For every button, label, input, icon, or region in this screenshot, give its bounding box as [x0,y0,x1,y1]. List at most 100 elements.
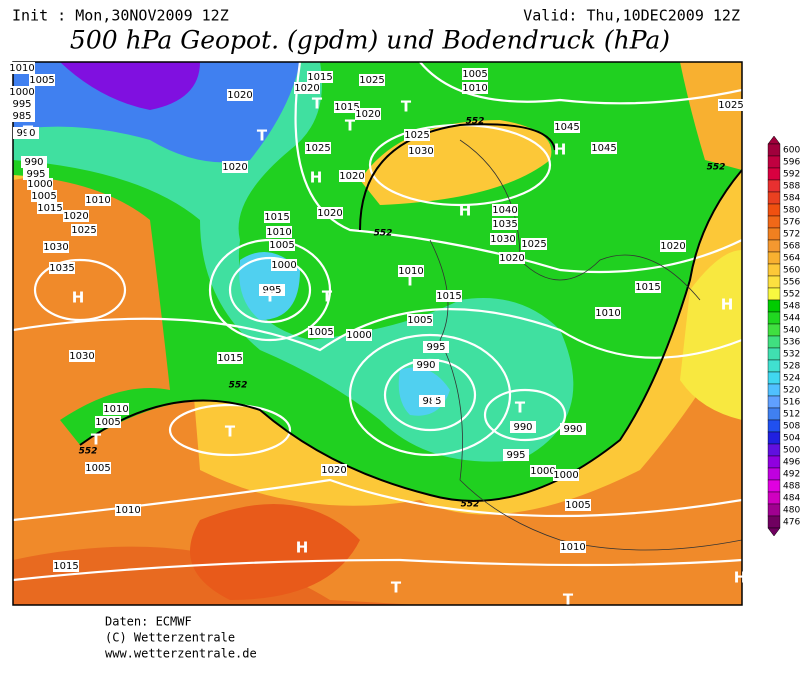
isobar-label: 1045 [554,122,579,133]
isobar-label: 1030 [408,146,433,157]
isobar-label: 1000 [346,330,371,341]
colorbar-swatch [767,275,781,289]
colorbar-swatch [767,227,781,241]
isobar-label-bg [398,265,424,277]
isobar-label: 990 [24,157,43,168]
map-frame [12,61,743,606]
isobar-label-bg [554,121,580,133]
isobar-label-bg [13,127,39,139]
colorbar-swatch [767,323,781,337]
isobar-label-bg [115,504,141,516]
map-field [13,62,742,605]
isobar-label: 1020 [63,211,88,222]
isobar-label: 995 [262,285,281,296]
isobar-label: 1045 [591,143,616,154]
colorbar-label: 492 [783,470,800,480]
colorbar-arrow [767,527,781,537]
pressure-center: T [563,591,574,609]
isobar-label: 1020 [294,83,319,94]
isobar-label-bg [307,71,333,83]
colorbar-label: 528 [783,362,800,372]
colorbar-swatch [767,371,781,385]
isobar-label: 1010 [103,404,128,415]
isobar-label: 1015 [307,72,332,83]
isobar-label: 985 [422,396,441,407]
contour-label: 552 [79,447,98,457]
colorbar-swatch [767,239,781,253]
colorbar-label: 508 [783,422,800,432]
pressure-center: T [428,393,439,411]
isobar-label: 1025 [718,100,743,111]
isobar-label: 1000 [553,470,578,481]
isobar-label-bg [413,359,439,371]
pressure-center: T [312,95,323,113]
contour-label: 552 [461,500,480,510]
colorbar-label: 596 [783,158,800,168]
isobar-label-bg [423,341,449,353]
pressure-center: T [265,288,276,306]
isobar-label-bg [595,307,621,319]
colorbar-label: 600 [783,146,800,156]
contour-label: 552 [229,381,248,391]
isobar-label: 1005 [407,315,432,326]
pressure-center: T [322,288,333,306]
isobar-label: 1015 [635,282,660,293]
isobar-label-bg [43,241,69,253]
isobar-label: 1005 [269,240,294,251]
isobar-label-bg [31,190,57,202]
colorbar-swatch [767,287,781,301]
pressure-center: T [257,127,268,145]
isobar-label-bg [317,207,343,219]
isobar-label-bg [407,314,433,326]
isobar-label-bg [560,423,586,435]
isobar-label-bg [305,142,331,154]
isobar-label-bg [103,403,129,415]
isobar-label-bg [9,98,35,110]
isobar-label: 1005 [462,69,487,80]
colorbar-swatch [767,143,781,157]
isobar-label-bg [9,110,35,122]
isobar-label-bg [462,82,488,94]
colorbar-label: 512 [783,410,800,420]
isobar-label: 1025 [305,143,330,154]
isobar-label: 1010 [266,227,291,238]
isobar-label-bg [37,202,63,214]
isobar-label-bg [553,469,579,481]
isobar-label-bg [499,252,525,264]
pressure-center: T [91,431,102,449]
isobar-label-bg [53,560,79,572]
isobar-label-bg [408,145,434,157]
colorbar-swatch [767,431,781,445]
colorbar-label: 520 [783,386,800,396]
isobar-label: 1025 [71,225,96,236]
isobar-label-bg [95,416,121,428]
isobar-label: 995 [12,99,31,110]
isobar-label: 995 [26,169,45,180]
isobar-label: 1025 [404,130,429,141]
colorbar-label: 576 [783,218,800,228]
isobar-label-bg [9,86,35,98]
isobar-label: 1015 [37,203,62,214]
isobar-label: 1035 [49,263,74,274]
isobar-label: 1035 [492,219,517,230]
contour-label: 552 [374,229,393,239]
isobar-label: 1020 [222,162,247,173]
isobar-label-bg [462,68,488,80]
isobar-label-bg [21,156,47,168]
isobar-label: 1030 [490,234,515,245]
isobar-label: 1005 [308,327,333,338]
isobar-label: 1010 [462,83,487,94]
pressure-center: H [459,202,472,220]
isobar-label: 1005 [31,191,56,202]
colorbar-swatch [767,299,781,313]
colorbar-swatch [767,491,781,505]
colorbar-label: 496 [783,458,800,468]
isobar-label-bg [259,284,285,296]
colorbar-swatch [767,515,781,529]
isobar-label-bg [227,89,253,101]
colorbar-label: 484 [783,494,800,504]
isobar-label-bg [359,74,385,86]
colorbar-label: 500 [783,446,800,456]
